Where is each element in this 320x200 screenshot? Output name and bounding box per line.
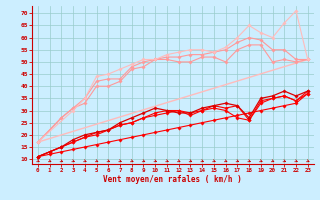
X-axis label: Vent moyen/en rafales ( km/h ): Vent moyen/en rafales ( km/h ) [103,175,242,184]
